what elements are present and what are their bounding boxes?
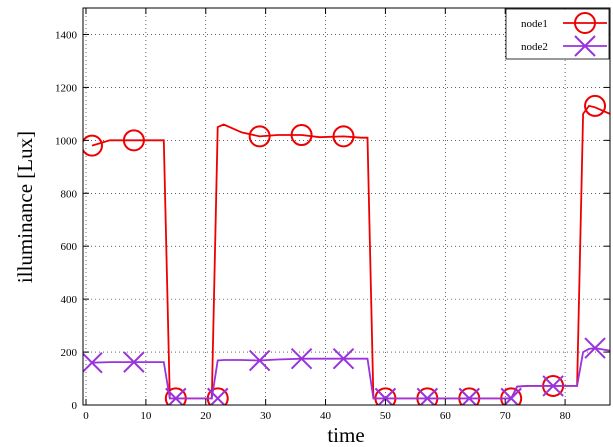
- x-tick-label: 50: [380, 410, 392, 422]
- data-point-node2: [458, 387, 480, 405]
- x-tick-label: 0: [83, 410, 89, 422]
- data-point-node2: [416, 387, 439, 405]
- y-tick-label: 1400: [55, 29, 78, 41]
- y-tick-label: 800: [61, 188, 78, 200]
- legend-label-node2: node2: [521, 41, 548, 53]
- series-node2: [83, 337, 610, 405]
- x-tick-label: 60: [440, 410, 452, 422]
- x-axis-title: time: [327, 423, 364, 447]
- series-group: [83, 94, 610, 405]
- data-point-node2: [83, 351, 103, 374]
- legend-marker-node2: [574, 35, 596, 57]
- legend-label-node1: node1: [521, 18, 548, 30]
- y-tick-label: 0: [72, 400, 78, 412]
- data-point-node1: [584, 94, 607, 117]
- data-point-node1: [122, 129, 145, 152]
- data-point-node2: [374, 387, 397, 405]
- data-point-node2: [500, 387, 522, 405]
- data-point-node2: [123, 351, 145, 373]
- plot-frame: [82, 7, 611, 406]
- x-tick-label: 20: [200, 410, 212, 422]
- legend-marker-node1: [574, 12, 596, 34]
- data-point-node1: [332, 125, 355, 148]
- data-point-node2: [542, 375, 564, 397]
- x-tick-label: 70: [500, 410, 512, 422]
- series-line-node2: [91, 347, 610, 400]
- data-point-node1: [248, 125, 271, 148]
- y-axis-title: illuminance [Lux]: [13, 131, 37, 283]
- y-tick-label: 200: [61, 347, 78, 359]
- data-point-node1: [290, 124, 313, 147]
- data-point-node2: [207, 387, 229, 405]
- y-tick-label: 400: [61, 294, 78, 306]
- data-point-node2: [165, 387, 187, 405]
- ticks: 0 200 400 600 800 1000 1200 1400 0 10 20 30 40 50 60 70…: [55, 8, 610, 422]
- x-tick-label: 10: [140, 410, 152, 422]
- x-tick-label: 40: [320, 410, 332, 422]
- x-tick-label: 30: [260, 410, 272, 422]
- y-tick-label: 1000: [55, 135, 78, 147]
- data-point-node2: [248, 349, 271, 372]
- data-point-node2: [332, 347, 355, 370]
- legend: node1 node2: [505, 8, 610, 60]
- x-tick-label: 80: [560, 410, 572, 422]
- y-tick-label: 1200: [55, 82, 78, 94]
- data-point-node2: [584, 337, 606, 359]
- data-point-node2: [290, 347, 313, 370]
- legend-box: [505, 8, 610, 60]
- data-point-node1: [83, 134, 103, 157]
- y-tick-label: 600: [61, 241, 78, 253]
